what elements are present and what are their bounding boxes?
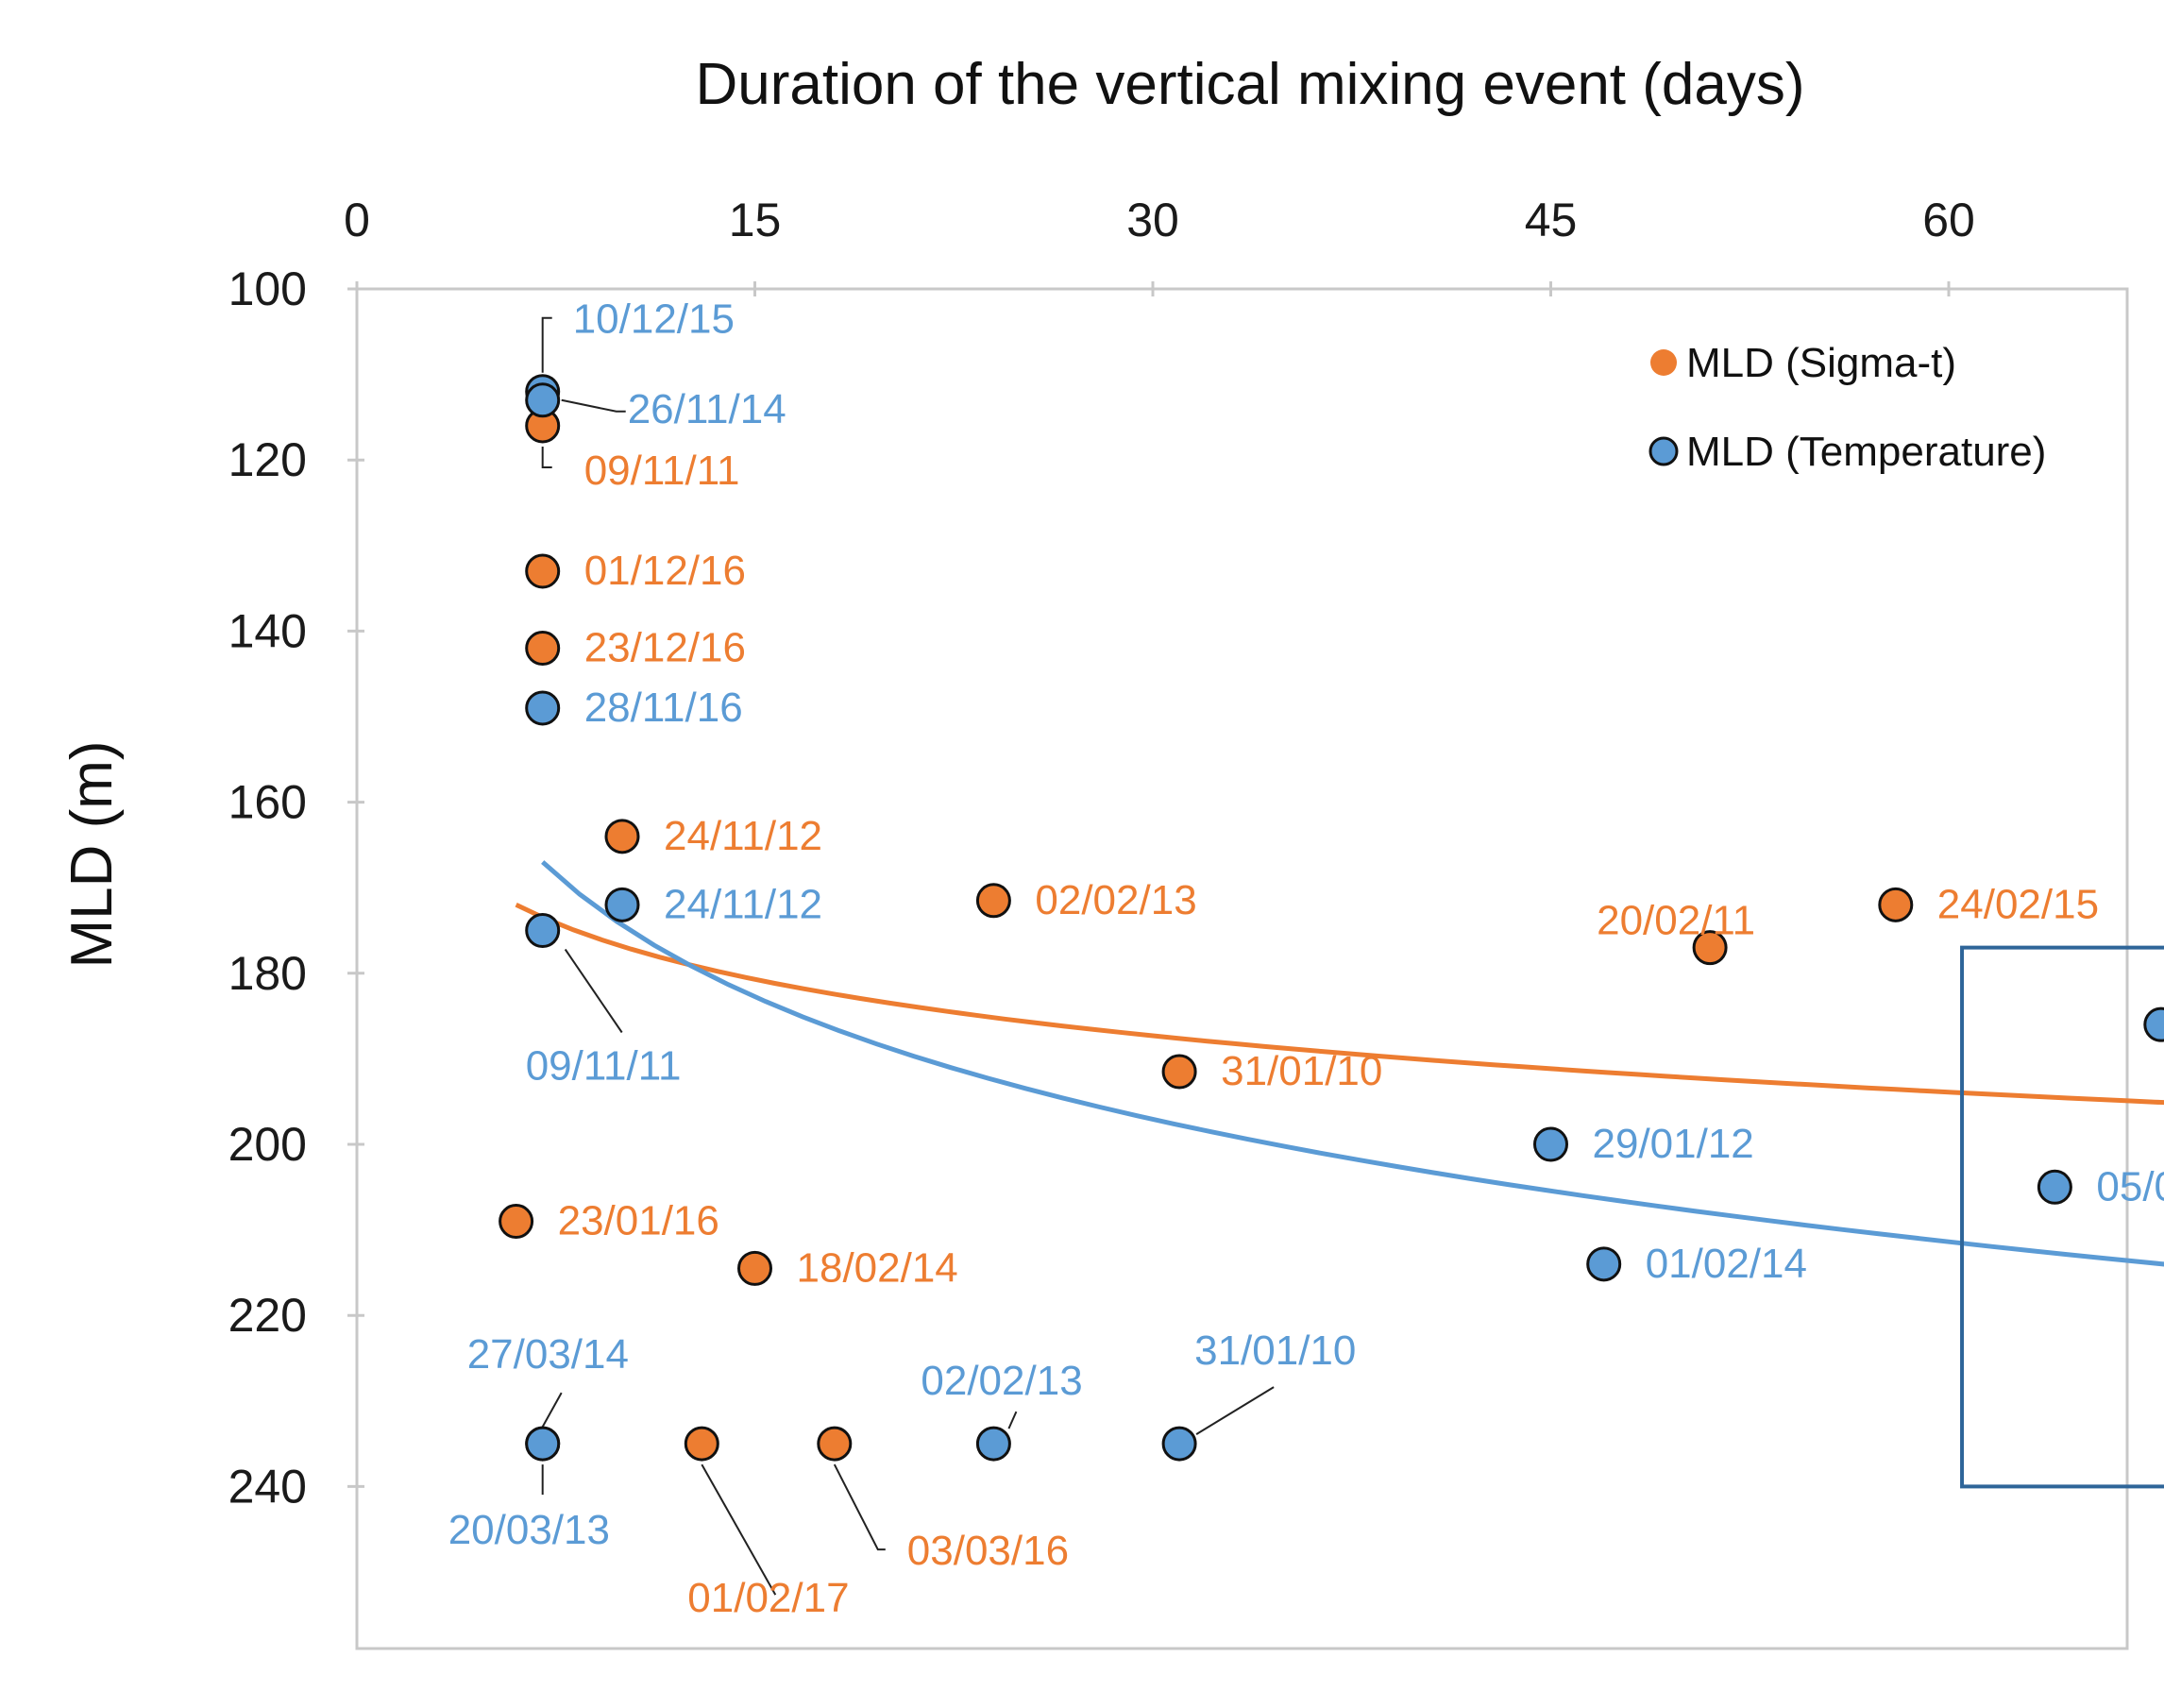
plot-area-frame [355, 287, 2129, 1650]
point-label: 29/01/12 [1593, 1121, 1754, 1167]
scatter-point [525, 553, 561, 589]
y-axis-title: MLD (m) [59, 740, 125, 968]
scatter-point [525, 631, 561, 667]
legend-label: MLD (Temperature) [1686, 429, 2046, 475]
point-label-layer: 09/11/11 01/12/16 23/12/16 24/11/12 02/02/13… [448, 296, 2164, 1621]
axis-layer: 0153045607590100120140160180200220240 [228, 194, 1975, 1513]
point-label: 24/11/12 [664, 813, 822, 859]
leader-line [541, 1392, 563, 1428]
point-label: 18/02/14 [797, 1244, 958, 1291]
point-label: 01/02/14 [1646, 1241, 1807, 1287]
point-label: 26/11/14 [628, 386, 786, 432]
point-label: 02/02/13 [1035, 877, 1196, 923]
highlight-box-layer [1960, 945, 2164, 1489]
trendline [541, 860, 2164, 1267]
scatter-point [2143, 1006, 2164, 1042]
y-tick-label: 180 [228, 947, 307, 1000]
point-label: 01/12/16 [584, 548, 746, 594]
scatter-point [737, 1250, 772, 1286]
y-tick-label: 220 [228, 1289, 307, 1342]
highlight-box [1960, 945, 2164, 1489]
scatter-point [1692, 930, 1728, 966]
scatter-point [525, 913, 561, 948]
scatter-point [975, 1426, 1011, 1462]
point-label: 20/02/11 [1597, 898, 1755, 944]
point-label: 20/03/13 [448, 1507, 610, 1553]
point-layer [499, 374, 2164, 1462]
leader-line [564, 948, 623, 1034]
point-label: 10/12/15 [573, 296, 735, 343]
leader-line [833, 1463, 886, 1551]
leader-line [1007, 1411, 1018, 1429]
scatter-point [1878, 887, 1914, 922]
y-tick-label: 240 [228, 1460, 307, 1513]
y-tick-label: 160 [228, 776, 307, 829]
y-tick-label: 200 [228, 1118, 307, 1171]
legend: MLD (Sigma-t) MLD (Temperature) [1648, 340, 2046, 475]
trendline-layer [515, 860, 2164, 1267]
point-label: 09/11/11 [526, 1043, 682, 1090]
scatter-point [604, 887, 640, 922]
point-label: 05/03/11 [2096, 1163, 2164, 1209]
y-tick-label: 120 [228, 433, 307, 486]
point-label: 28/11/16 [584, 685, 743, 731]
scatter-point [499, 1204, 534, 1240]
x-tick-label: 30 [1126, 194, 1179, 246]
legend-marker [1648, 436, 1679, 466]
scatter-point [525, 1426, 561, 1462]
point-label: 27/03/14 [467, 1331, 629, 1378]
leader-line [541, 446, 552, 468]
x-axis-title: Duration of the vertical mixing event (d… [695, 52, 1804, 117]
x-tick-label: 60 [1922, 194, 1975, 246]
x-tick-label: 0 [344, 194, 370, 246]
leader-line-layer [541, 316, 1275, 1596]
scatter-point [525, 690, 561, 726]
scatter-point [2037, 1169, 2072, 1205]
point-label: 24/11/12 [664, 881, 822, 927]
point-label: 03/03/16 [907, 1528, 1069, 1574]
leader-line [561, 398, 626, 413]
point-label: 01/02/17 [687, 1575, 849, 1621]
leader-line [541, 316, 552, 373]
scatter-point [1161, 1426, 1197, 1462]
point-label: 23/12/16 [584, 625, 746, 671]
leader-line [701, 1463, 777, 1596]
point-label: 09/11/11 [584, 448, 740, 494]
scatter-point [1161, 1054, 1197, 1090]
y-tick-label: 140 [228, 604, 307, 657]
scatter-point [817, 1426, 853, 1462]
scatter-point [525, 382, 561, 418]
scatter-point [1586, 1246, 1622, 1282]
y-tick-label: 100 [228, 262, 307, 315]
scatter-point [975, 883, 1011, 919]
scatter-point [684, 1426, 719, 1462]
legend-marker [1650, 349, 1677, 376]
trendline [515, 903, 2164, 1106]
legend-label: MLD (Sigma-t) [1686, 340, 1956, 386]
point-label: 31/01/10 [1221, 1048, 1382, 1094]
point-label: 24/02/15 [1937, 881, 2099, 927]
scatter-point [604, 819, 640, 854]
leader-line [1195, 1386, 1275, 1435]
x-tick-label: 45 [1525, 194, 1578, 246]
scatter-point [1533, 1126, 1568, 1162]
point-label: 31/01/10 [1194, 1328, 1356, 1374]
point-label: 02/02/13 [921, 1358, 1082, 1404]
point-label: 23/01/16 [558, 1198, 719, 1244]
x-tick-label: 15 [729, 194, 782, 246]
